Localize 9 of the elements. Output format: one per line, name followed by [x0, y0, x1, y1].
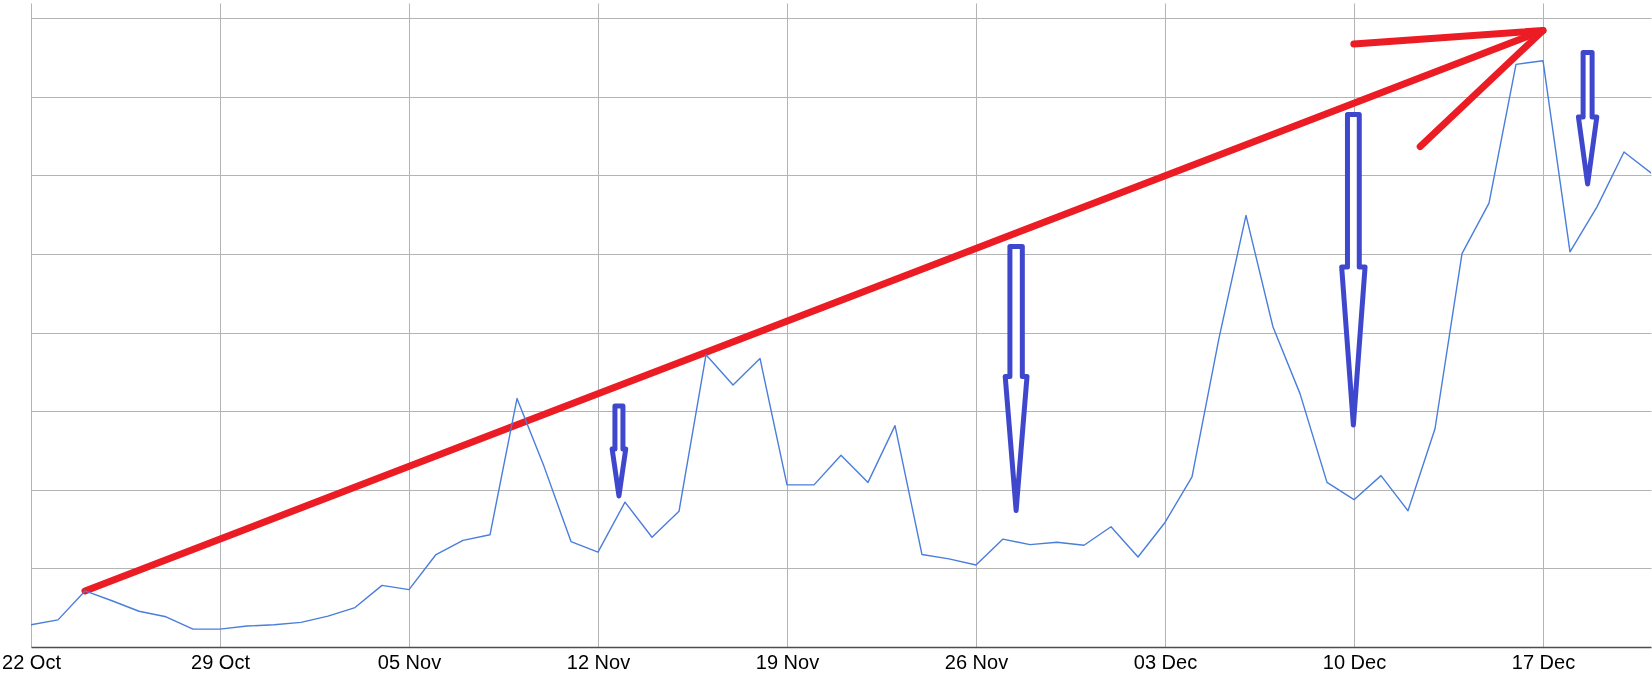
x-tick-label: 17 Dec	[1511, 650, 1576, 673]
x-tick-label: 22 Oct	[2, 650, 62, 673]
x-tick-label: 26 Nov	[944, 650, 1009, 673]
x-tick-label: 12 Nov	[566, 650, 631, 673]
x-tick-label: 05 Nov	[377, 650, 442, 673]
x-tick-label: 10 Dec	[1322, 650, 1387, 673]
x-tick-label: 29 Oct	[191, 650, 251, 673]
x-tick-label: 19 Nov	[755, 650, 820, 673]
x-tick-label: 03 Dec	[1133, 650, 1198, 673]
